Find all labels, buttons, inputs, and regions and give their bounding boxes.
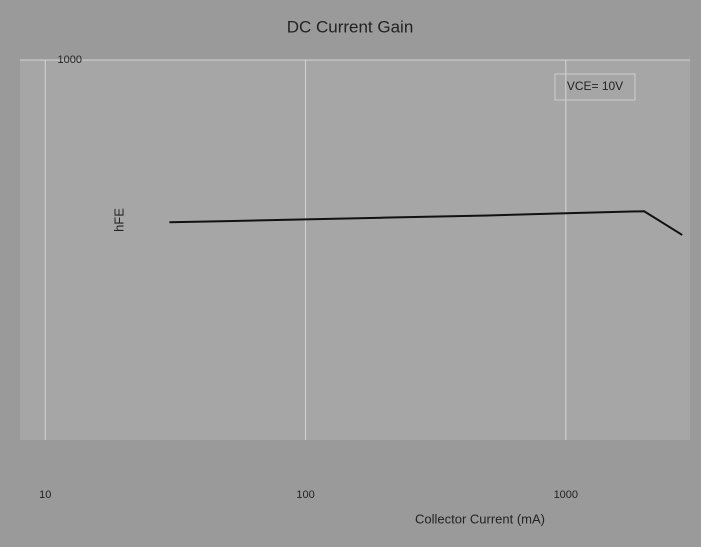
x-axis-label: Collector Current (mA) (415, 511, 545, 526)
x-tick-label: 10 (39, 489, 51, 501)
x-tick-label: 1000 (554, 489, 578, 501)
x-tick-label: 100 (296, 489, 314, 501)
chart: DC Current Gain VCE= 10V hFE Collector C… (0, 0, 701, 547)
y-tick-label: 1000 (58, 54, 82, 66)
plot-area (20, 60, 690, 440)
y-axis-label: hFE (111, 208, 126, 232)
chart-title: DC Current Gain (287, 17, 414, 36)
annotation: VCE= 10V (567, 79, 623, 93)
